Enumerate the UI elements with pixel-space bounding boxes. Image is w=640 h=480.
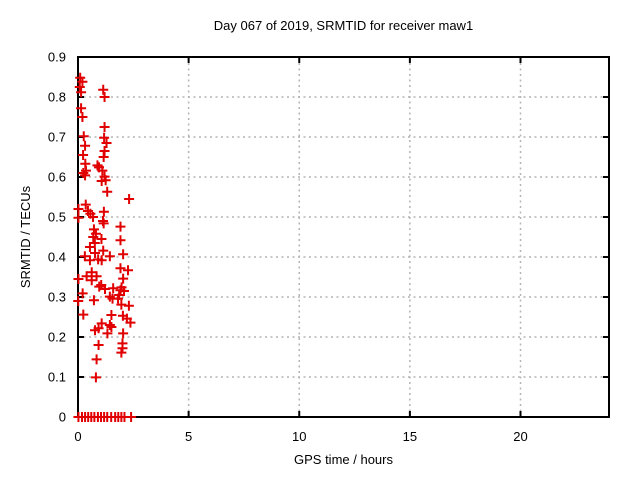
data-point [73, 296, 84, 306]
y-tick-label: 0.2 [48, 330, 66, 345]
y-tick-label: 0.9 [48, 50, 66, 65]
data-point [115, 221, 126, 232]
x-tick-label: 10 [292, 429, 306, 444]
data-point [73, 204, 84, 214]
data-point [123, 265, 134, 276]
data-point [99, 122, 110, 132]
data-point [73, 212, 84, 223]
data-point [116, 347, 127, 358]
data-point [74, 82, 85, 92]
data-point [118, 249, 129, 260]
data-point [99, 132, 110, 143]
data-point [98, 152, 109, 162]
data-point [118, 328, 129, 339]
data-point [113, 293, 124, 304]
data-point [92, 160, 103, 171]
data-point [78, 309, 89, 320]
data-point [123, 300, 134, 311]
data-point [117, 343, 128, 354]
data-point [76, 87, 87, 98]
y-tick-label: 0.7 [48, 130, 66, 145]
data-point [77, 112, 88, 122]
data-point [96, 234, 107, 244]
data-point [118, 273, 129, 284]
data-point [115, 235, 126, 246]
x-tick-label: 0 [74, 429, 81, 444]
data-point [99, 92, 110, 102]
y-tick-label: 0 [59, 410, 66, 425]
data-point [80, 199, 91, 210]
x-tick-label: 15 [403, 429, 417, 444]
data-point [98, 206, 109, 217]
data-point [84, 242, 95, 252]
y-tick-label: 0.4 [48, 250, 66, 265]
data-point [80, 140, 91, 151]
data-point [102, 328, 113, 339]
y-tick-label: 0.5 [48, 210, 66, 225]
x-tick-label: 5 [185, 429, 192, 444]
y-tick-label: 0.3 [48, 290, 66, 305]
data-point [73, 274, 84, 284]
data-point [90, 372, 101, 383]
data-point [77, 288, 88, 299]
data-point [104, 320, 115, 330]
data-point [96, 255, 107, 266]
data-point [106, 322, 117, 332]
data-point [125, 317, 136, 328]
data-point [97, 165, 108, 176]
data-point [79, 251, 90, 262]
data-point [96, 318, 107, 329]
data-point [81, 271, 92, 282]
data-point [91, 354, 102, 365]
data-point [116, 299, 127, 310]
data-point [98, 84, 109, 95]
data-point [76, 103, 87, 114]
data-point [99, 284, 110, 294]
data-point [126, 412, 137, 422]
data-point [78, 150, 89, 160]
plot-border [77, 56, 610, 418]
data-point [101, 138, 112, 148]
data-point [115, 263, 126, 274]
data-point [104, 251, 115, 262]
data-point [124, 194, 135, 204]
y-tick-label: 0.8 [48, 90, 66, 105]
data-point [77, 76, 88, 87]
data-point [98, 218, 109, 229]
data-point [78, 131, 89, 142]
y-axis-label: SRMTID / TECUs [18, 185, 33, 289]
y-tick-label: 0.1 [48, 370, 66, 385]
data-point [100, 175, 111, 186]
data-point [98, 245, 109, 256]
data-point [88, 232, 99, 242]
data-point [88, 212, 99, 222]
y-tick-label: 0.6 [48, 170, 66, 185]
data-point [90, 325, 101, 336]
data-point [86, 275, 97, 286]
x-axis-label: GPS time / hours [294, 452, 393, 467]
data-point [94, 281, 105, 292]
data-point [93, 340, 104, 350]
chart-title: Day 067 of 2019, SRMTID for receiver maw… [213, 18, 474, 33]
data-point [88, 295, 99, 306]
data-point [102, 186, 113, 197]
x-tick-label: 20 [513, 429, 527, 444]
data-point [80, 170, 91, 181]
data-point [90, 248, 101, 258]
data-point [106, 310, 117, 320]
